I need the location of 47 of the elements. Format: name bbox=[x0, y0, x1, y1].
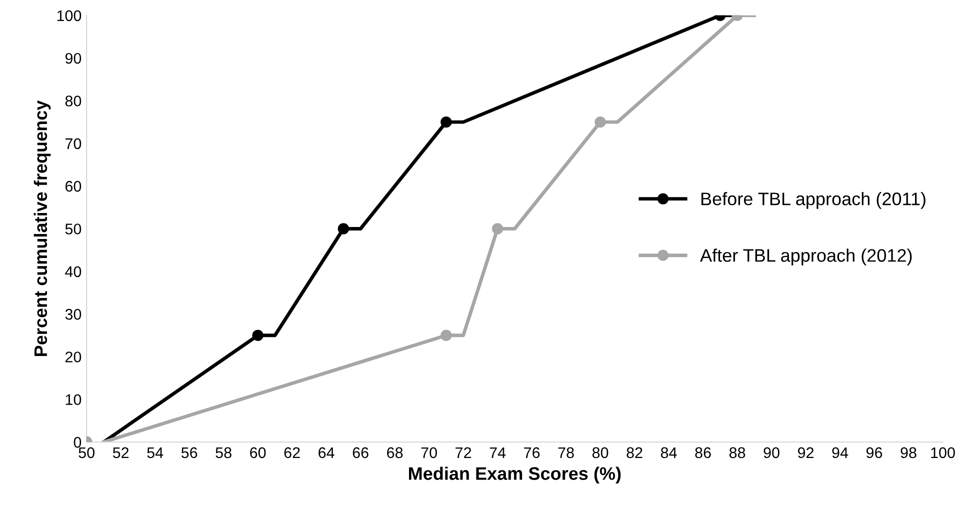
y-tick-label: 0 bbox=[74, 436, 82, 448]
y-tick-label: 70 bbox=[66, 138, 82, 150]
x-tick-label: 98 bbox=[900, 447, 916, 458]
y-tick-label: 40 bbox=[65, 266, 82, 278]
x-tick-label: 60 bbox=[250, 447, 266, 458]
x-tick-label: 84 bbox=[660, 447, 677, 458]
x-tick-label: 82 bbox=[626, 447, 642, 458]
point bbox=[338, 223, 350, 234]
x-tick-label: 58 bbox=[216, 447, 232, 458]
x-tick-label: 76 bbox=[524, 447, 540, 458]
y-tick-label: 50 bbox=[65, 224, 82, 234]
y-tick-label: 100 bbox=[57, 10, 82, 22]
x-axis-title: Median Exam Scores (%) bbox=[409, 466, 621, 484]
x-tick-label: 80 bbox=[592, 447, 608, 458]
y-tick-label: 30 bbox=[65, 308, 82, 320]
x-tick-label: 100 bbox=[931, 447, 955, 458]
y-tick-label: 60 bbox=[66, 180, 82, 192]
point bbox=[252, 330, 264, 341]
y-tick-label: 80 bbox=[65, 96, 82, 106]
x-tick-label: 92 bbox=[798, 447, 814, 458]
x-tick-label: 88 bbox=[729, 447, 746, 458]
x-tick-label: 94 bbox=[832, 447, 848, 458]
x-tick-label: 68 bbox=[387, 447, 403, 458]
y-tick-label: 90 bbox=[65, 52, 82, 64]
y-axis-title: Percent cumulative frequency bbox=[34, 100, 51, 356]
legend-label: After TBL approach (2012) bbox=[700, 248, 912, 266]
x-tick-label: 54 bbox=[147, 447, 164, 458]
x-tick-label: 50 bbox=[78, 447, 94, 458]
y-tick-label: 10 bbox=[66, 394, 82, 406]
y-tick-label: 20 bbox=[65, 352, 82, 362]
x-tick-label: 62 bbox=[284, 447, 300, 458]
x-tick-label: 74 bbox=[490, 447, 506, 458]
point bbox=[440, 330, 452, 341]
point bbox=[440, 116, 452, 128]
x-tick-label: 96 bbox=[866, 447, 882, 458]
x-tick-label: 72 bbox=[456, 447, 472, 458]
x-tick-label: 78 bbox=[558, 447, 574, 458]
legend-label: Before TBL approach (2011) bbox=[701, 192, 926, 209]
x-tick-label: 66 bbox=[352, 447, 368, 458]
x-tick-label: 90 bbox=[764, 447, 780, 458]
point bbox=[492, 223, 504, 234]
x-tick-label: 56 bbox=[181, 447, 198, 458]
point bbox=[594, 116, 606, 128]
x-tick-label: 70 bbox=[421, 447, 437, 458]
x-tick-label: 86 bbox=[695, 447, 711, 458]
x-tick-label: 52 bbox=[112, 447, 129, 458]
x-tick-label: 64 bbox=[318, 447, 334, 458]
